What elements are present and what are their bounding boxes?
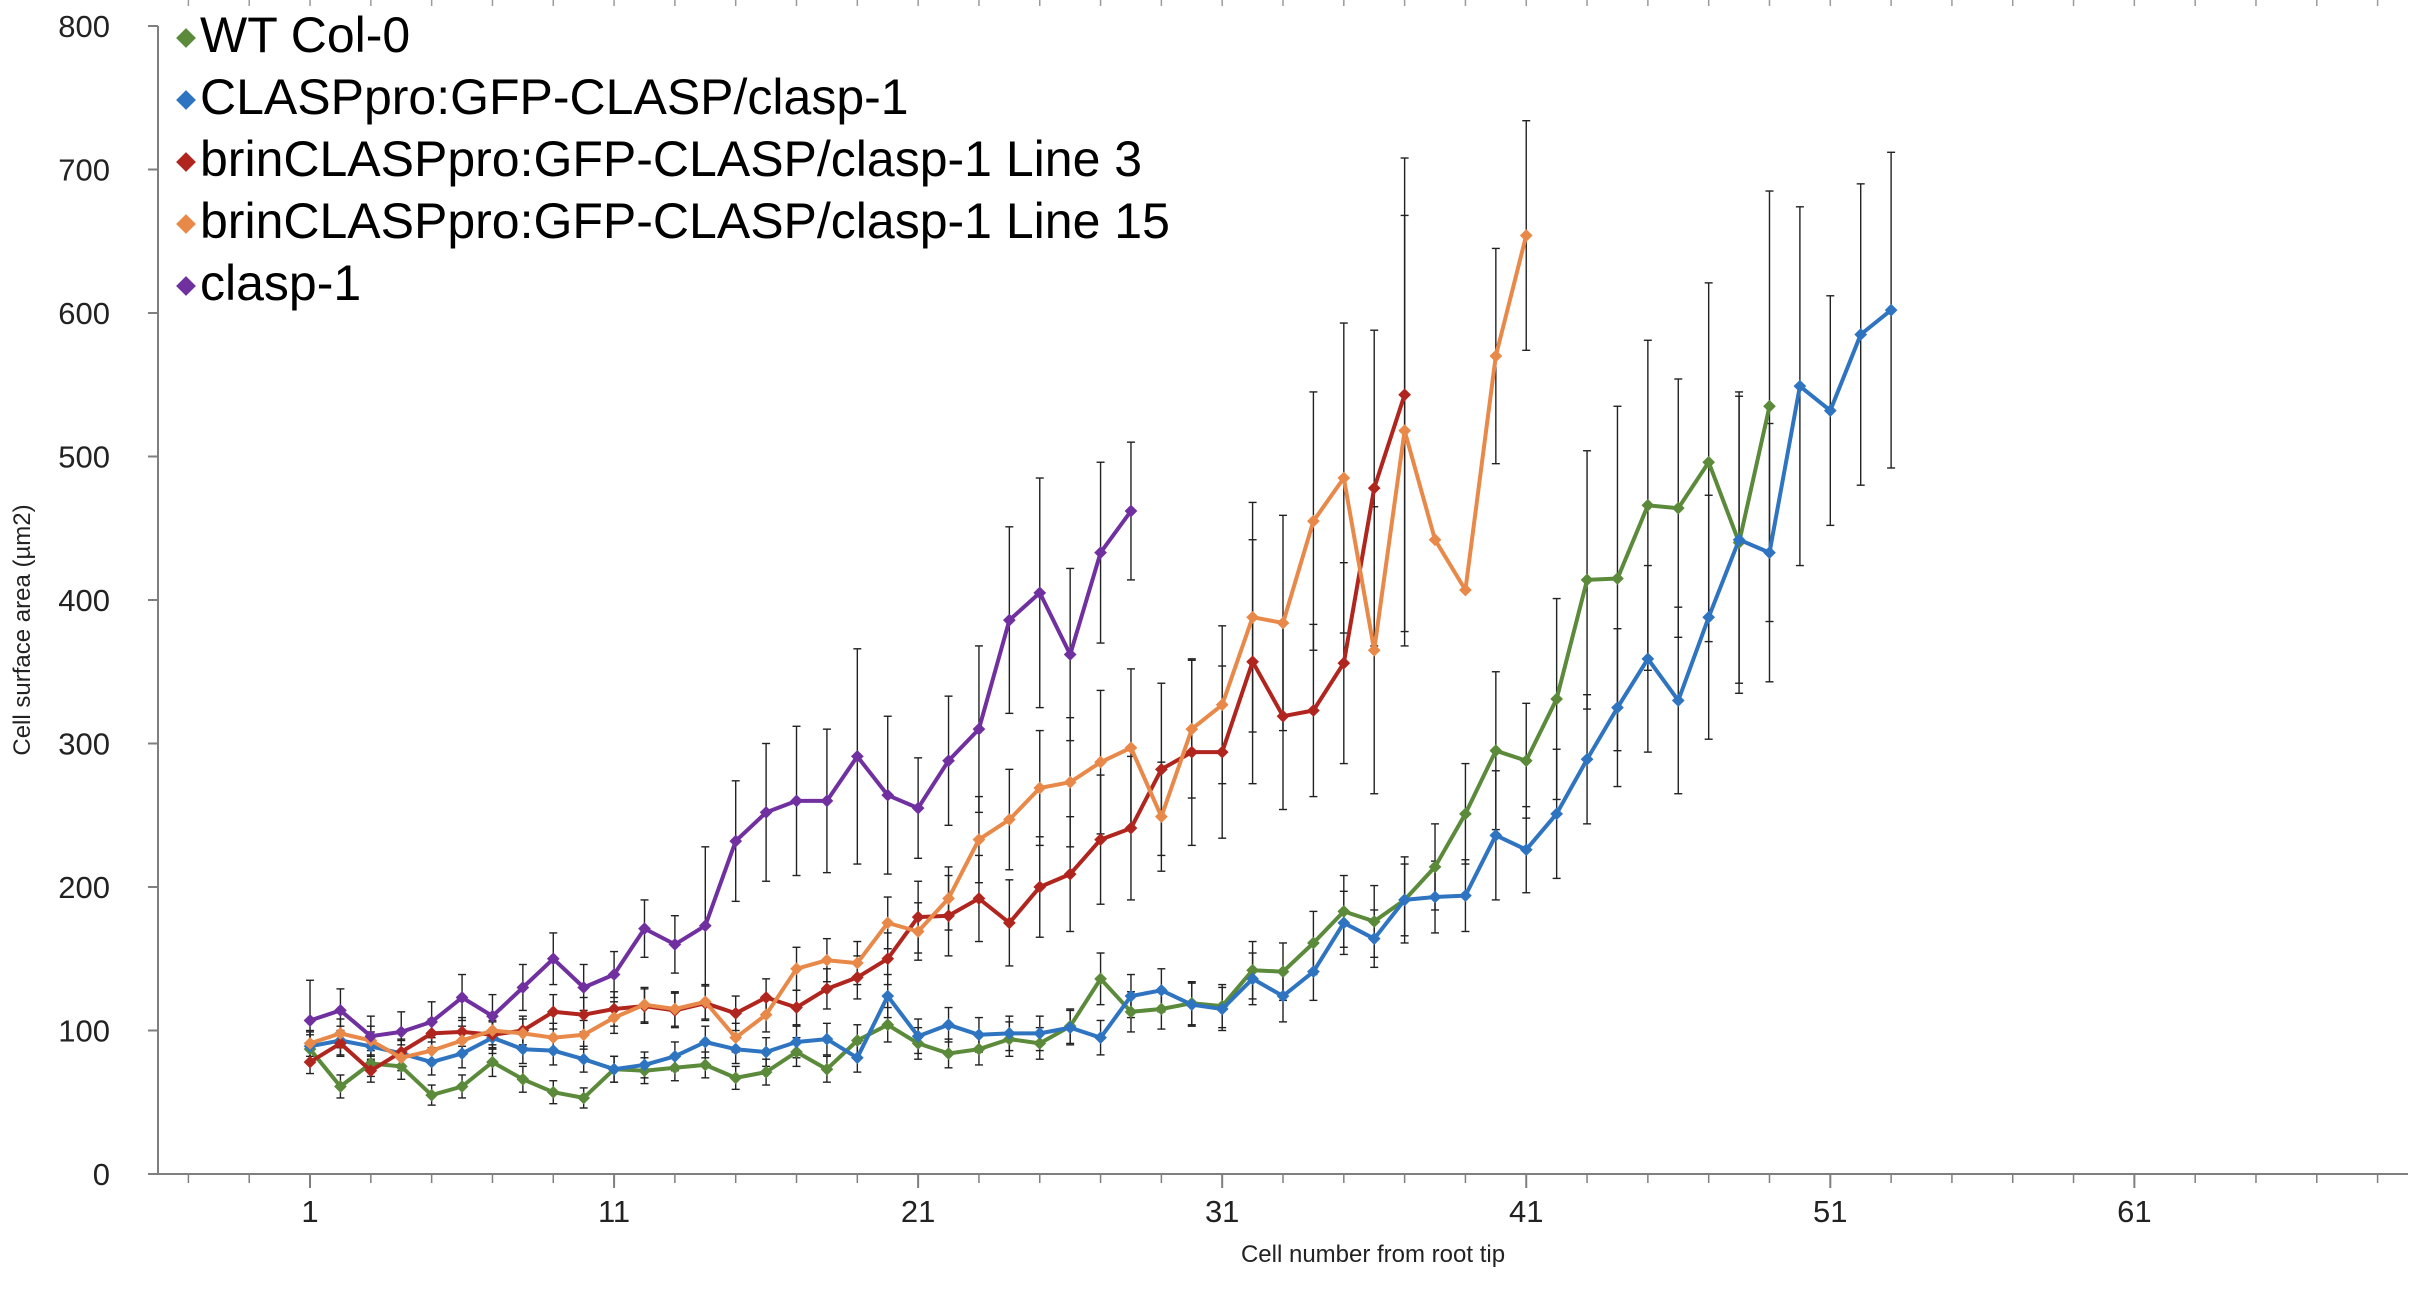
- data-point: [577, 1052, 591, 1066]
- data-point: [425, 1055, 439, 1069]
- data-point: [1641, 498, 1655, 512]
- data-point: [334, 1027, 347, 1040]
- data-point: [1033, 1027, 1047, 1040]
- legend-label: clasp-1: [200, 255, 361, 311]
- y-tick-label: 800: [58, 9, 110, 44]
- data-point: [1155, 1002, 1168, 1016]
- data-point: [1246, 610, 1259, 624]
- data-point: [790, 794, 803, 808]
- data-point: [577, 1008, 591, 1022]
- data-point: [1094, 1031, 1107, 1045]
- data-point: [425, 1044, 439, 1057]
- y-tick-label: 600: [58, 296, 110, 331]
- data-point: [1428, 890, 1442, 904]
- data-point: [1519, 754, 1533, 768]
- y-tick-label: 100: [58, 1014, 110, 1049]
- legend-label: brinCLASPpro:GFP-CLASP/clasp-1 Line 15: [200, 193, 1170, 249]
- error-bars: [306, 120, 1896, 1109]
- x-tick-label: 1: [301, 1194, 318, 1229]
- data-point: [516, 1042, 530, 1056]
- legend-label: brinCLASPpro:GFP-CLASP/clasp-1 Line 3: [200, 131, 1142, 187]
- data-point: [1063, 1021, 1077, 1034]
- series-line-4: [309, 509, 1133, 1039]
- data-point: [668, 1061, 682, 1075]
- legend-marker: [176, 28, 196, 48]
- x-tick-label: 21: [901, 1194, 935, 1229]
- data-point: [546, 1044, 560, 1057]
- x-tick-label: 41: [1509, 1194, 1543, 1229]
- x-tick-label: 31: [1205, 1194, 1239, 1229]
- data-point: [668, 1002, 682, 1016]
- data-point: [455, 1034, 469, 1047]
- data-point: [1489, 744, 1503, 758]
- data-point: [790, 1035, 803, 1049]
- y-tick-label: 700: [58, 153, 110, 188]
- legend-label: CLASPpro:GFP-CLASP/clasp-1: [200, 69, 909, 125]
- data-point: [1398, 424, 1411, 438]
- data-point: [1489, 349, 1503, 363]
- x-tick-label: 11: [598, 1194, 630, 1229]
- y-tick-label: 300: [58, 727, 110, 762]
- y-tick-label: 500: [58, 440, 110, 475]
- data-point: [394, 1025, 408, 1039]
- data-point: [1580, 573, 1594, 587]
- y-tick-label: 400: [58, 583, 110, 618]
- data-point: [1459, 889, 1472, 902]
- x-axis-title: Cell number from root tip: [1241, 1241, 1505, 1268]
- data-point: [1155, 983, 1168, 997]
- data-point: [698, 1058, 712, 1072]
- data-point: [942, 1047, 955, 1060]
- legend-marker: [176, 276, 196, 296]
- data-point: [1033, 1037, 1047, 1050]
- data-point: [546, 1085, 560, 1099]
- legend: WT Col-0 CLASPpro:GFP-CLASP/clasp-1 brinCL…: [176, 7, 1170, 311]
- data-point: [1124, 741, 1138, 755]
- x-tick-label: 61: [2117, 1194, 2151, 1229]
- data-point: [820, 953, 834, 967]
- data-point: [1215, 745, 1229, 759]
- y-tick-label: 200: [58, 870, 110, 905]
- data-point: [729, 1071, 743, 1085]
- legend-label: WT Col-0: [200, 7, 410, 63]
- legend-marker: [176, 214, 196, 234]
- legend-marker: [176, 90, 196, 110]
- data-point: [1702, 610, 1716, 624]
- data-point: [1398, 388, 1411, 402]
- data-point: [729, 1042, 743, 1056]
- legend-marker: [176, 152, 196, 172]
- data-point: [1367, 481, 1381, 495]
- data-point: [1367, 643, 1381, 657]
- data-point: [1276, 616, 1290, 630]
- data-point: [1763, 399, 1776, 413]
- series-lines: [303, 229, 1898, 1105]
- data-point: [546, 1031, 560, 1045]
- x-tick-label: 51: [1813, 1194, 1847, 1229]
- data-point: [942, 1018, 955, 1032]
- y-axis-title: Cell surface area (µm2): [9, 504, 36, 755]
- data-point: [1611, 572, 1624, 585]
- data-point: [1763, 546, 1776, 560]
- data-point: [1519, 229, 1533, 242]
- data-point: [1063, 648, 1077, 661]
- data-point: [972, 1042, 986, 1056]
- data-point: [303, 1014, 317, 1027]
- data-point: [698, 1035, 712, 1049]
- data-point: [972, 1028, 986, 1042]
- data-point: [759, 1045, 773, 1059]
- data-point: [1185, 998, 1199, 1012]
- data-point: [668, 1049, 682, 1063]
- data-point: [1155, 810, 1168, 824]
- data-point: [638, 998, 651, 1012]
- y-tick-label: 0: [93, 1157, 110, 1192]
